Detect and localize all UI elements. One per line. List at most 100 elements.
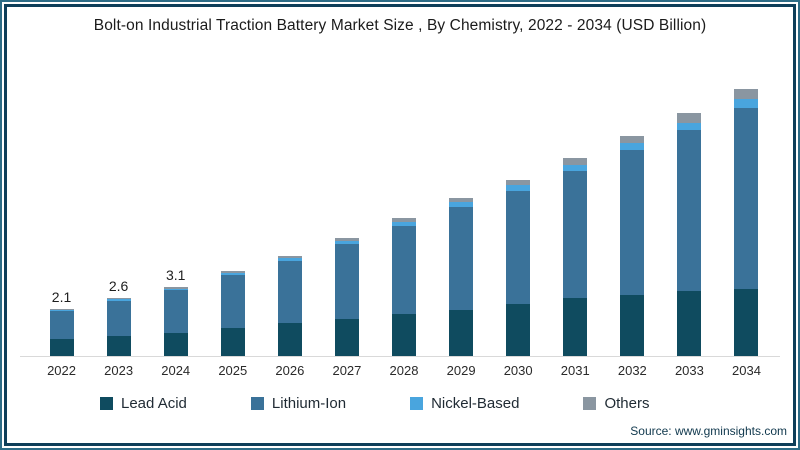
x-tick-label-2028: 2028 xyxy=(389,363,419,378)
x-tick-label-2024: 2024 xyxy=(161,363,191,378)
bar-segment-nickel-based-2028 xyxy=(392,221,416,226)
bar-value-label-2024: 3.1 xyxy=(165,267,186,284)
bar-segment-others-2024 xyxy=(163,287,188,289)
bar-segment-lead-acid-2022 xyxy=(49,339,74,356)
legend-item-others: Others xyxy=(583,395,649,412)
legend: Lead Acid Lithium-Ion Nickel-Based Others xyxy=(100,395,649,412)
bar-segment-lithium-ion-2031 xyxy=(563,171,588,299)
bar-segment-nickel-based-2027 xyxy=(334,240,359,245)
bar-column-2034 xyxy=(718,60,775,356)
bar-column-2024: 3.1 xyxy=(147,60,204,356)
bar-column-2032 xyxy=(604,60,661,356)
bar-segment-nickel-based-2023 xyxy=(106,299,131,301)
bar-column-2028 xyxy=(375,60,432,356)
bar-value-label-2023: 2.6 xyxy=(108,278,129,295)
bar-segment-lead-acid-2034 xyxy=(734,289,759,356)
bar-segment-nickel-based-2030 xyxy=(506,185,531,191)
x-tick-label-2033: 2033 xyxy=(674,363,704,378)
bar-segment-lead-acid-2028 xyxy=(392,313,416,356)
bar-segment-nickel-based-2031 xyxy=(563,164,588,172)
bar-segment-lithium-ion-2032 xyxy=(620,150,645,295)
chart-title: Bolt-on Industrial Traction Battery Mark… xyxy=(93,17,707,34)
bar-column-2031 xyxy=(547,60,604,356)
bar-column-2033 xyxy=(661,60,718,356)
legend-swatch-icon xyxy=(410,397,424,410)
bar-segment-lithium-ion-2025 xyxy=(220,275,245,329)
bar-segment-nickel-based-2022 xyxy=(49,310,74,312)
bar-segment-lithium-ion-2027 xyxy=(334,244,359,320)
bar-segment-lead-acid-2023 xyxy=(106,335,131,356)
bar-segment-others-2030 xyxy=(506,180,531,186)
bar-column-2027 xyxy=(318,60,375,356)
x-tick-label-2034: 2034 xyxy=(732,363,761,378)
bar-column-2026 xyxy=(261,60,318,356)
bar-segment-others-2022 xyxy=(49,309,74,311)
bar-2031 xyxy=(563,157,588,356)
bar-value-label-2022: 2.1 xyxy=(51,289,72,306)
bar-segment-lithium-ion-2024 xyxy=(163,290,188,333)
bar-2022 xyxy=(49,309,74,356)
bar-segment-lead-acid-2033 xyxy=(677,291,702,356)
source-text: Source: www.gminsights.com xyxy=(630,424,787,438)
bar-segment-others-2031 xyxy=(563,157,588,165)
bar-2028 xyxy=(392,218,416,356)
bar-2034 xyxy=(734,88,759,356)
x-tick-label-2025: 2025 xyxy=(218,363,248,378)
bar-segment-others-2025 xyxy=(220,271,245,274)
legend-item-nickel-based: Nickel-Based xyxy=(410,395,519,412)
bar-2025 xyxy=(220,271,245,356)
bar-segment-nickel-based-2026 xyxy=(277,258,302,261)
bar-segment-lithium-ion-2022 xyxy=(49,311,74,340)
bar-segment-lithium-ion-2023 xyxy=(106,300,131,336)
bar-2024 xyxy=(163,287,188,356)
x-tick-label-2031: 2031 xyxy=(560,363,590,378)
bar-segment-nickel-based-2032 xyxy=(620,143,645,151)
bar-segment-lead-acid-2031 xyxy=(563,298,588,356)
bar-segment-lead-acid-2032 xyxy=(620,294,645,356)
x-tick-label-2029: 2029 xyxy=(446,363,476,378)
bar-segment-nickel-based-2024 xyxy=(163,288,188,291)
bar-segment-others-2028 xyxy=(392,218,416,222)
x-tick-label-2026: 2026 xyxy=(275,363,305,378)
x-axis-labels: 2022 2023 2024 2025 2026 2027 2028 2029 2030 2031… xyxy=(33,363,775,378)
bar-2027 xyxy=(334,238,359,356)
bar-segment-lead-acid-2025 xyxy=(220,328,245,356)
bar-segment-lithium-ion-2028 xyxy=(392,225,416,314)
bar-segment-lithium-ion-2030 xyxy=(506,190,531,304)
bar-segment-lead-acid-2030 xyxy=(506,303,531,356)
legend-swatch-icon xyxy=(100,397,113,410)
bar-segment-nickel-based-2033 xyxy=(677,122,702,131)
plot-area: 2.1 2.6 3.1 xyxy=(33,60,775,356)
x-tick-label-2030: 2030 xyxy=(503,363,533,378)
bar-segment-lead-acid-2024 xyxy=(163,332,188,356)
bar-segment-lead-acid-2029 xyxy=(449,310,474,356)
x-axis-line xyxy=(20,356,780,357)
bar-segment-others-2026 xyxy=(277,255,302,259)
legend-label: Others xyxy=(604,395,650,412)
legend-item-lithium-ion: Lithium-Ion xyxy=(250,395,346,412)
bar-segment-others-2029 xyxy=(449,198,474,203)
bar-segment-others-2032 xyxy=(620,135,645,144)
x-tick-label-2022: 2022 xyxy=(47,363,76,378)
bar-2026 xyxy=(277,255,302,356)
bar-segment-nickel-based-2034 xyxy=(734,98,759,108)
bar-segment-lithium-ion-2029 xyxy=(449,206,474,311)
bar-column-2022: 2.1 xyxy=(33,60,90,356)
legend-item-lead-acid: Lead Acid xyxy=(100,395,187,412)
bar-column-2023: 2.6 xyxy=(90,60,147,356)
bar-segment-nickel-based-2025 xyxy=(220,273,245,276)
bar-segment-nickel-based-2029 xyxy=(449,202,474,207)
bar-column-2030 xyxy=(490,60,547,356)
bar-segment-others-2034 xyxy=(734,88,759,99)
bar-2032 xyxy=(620,135,645,356)
bar-segment-others-2023 xyxy=(106,298,131,300)
bar-segment-lithium-ion-2034 xyxy=(734,107,759,290)
x-tick-label-2027: 2027 xyxy=(332,363,362,378)
bar-column-2029 xyxy=(433,60,490,356)
x-tick-label-2032: 2032 xyxy=(617,363,647,378)
bar-2030 xyxy=(506,180,531,356)
legend-swatch-icon xyxy=(583,397,597,410)
bar-2029 xyxy=(449,198,474,356)
bar-2023 xyxy=(106,298,131,356)
legend-label: Nickel-Based xyxy=(431,395,520,412)
